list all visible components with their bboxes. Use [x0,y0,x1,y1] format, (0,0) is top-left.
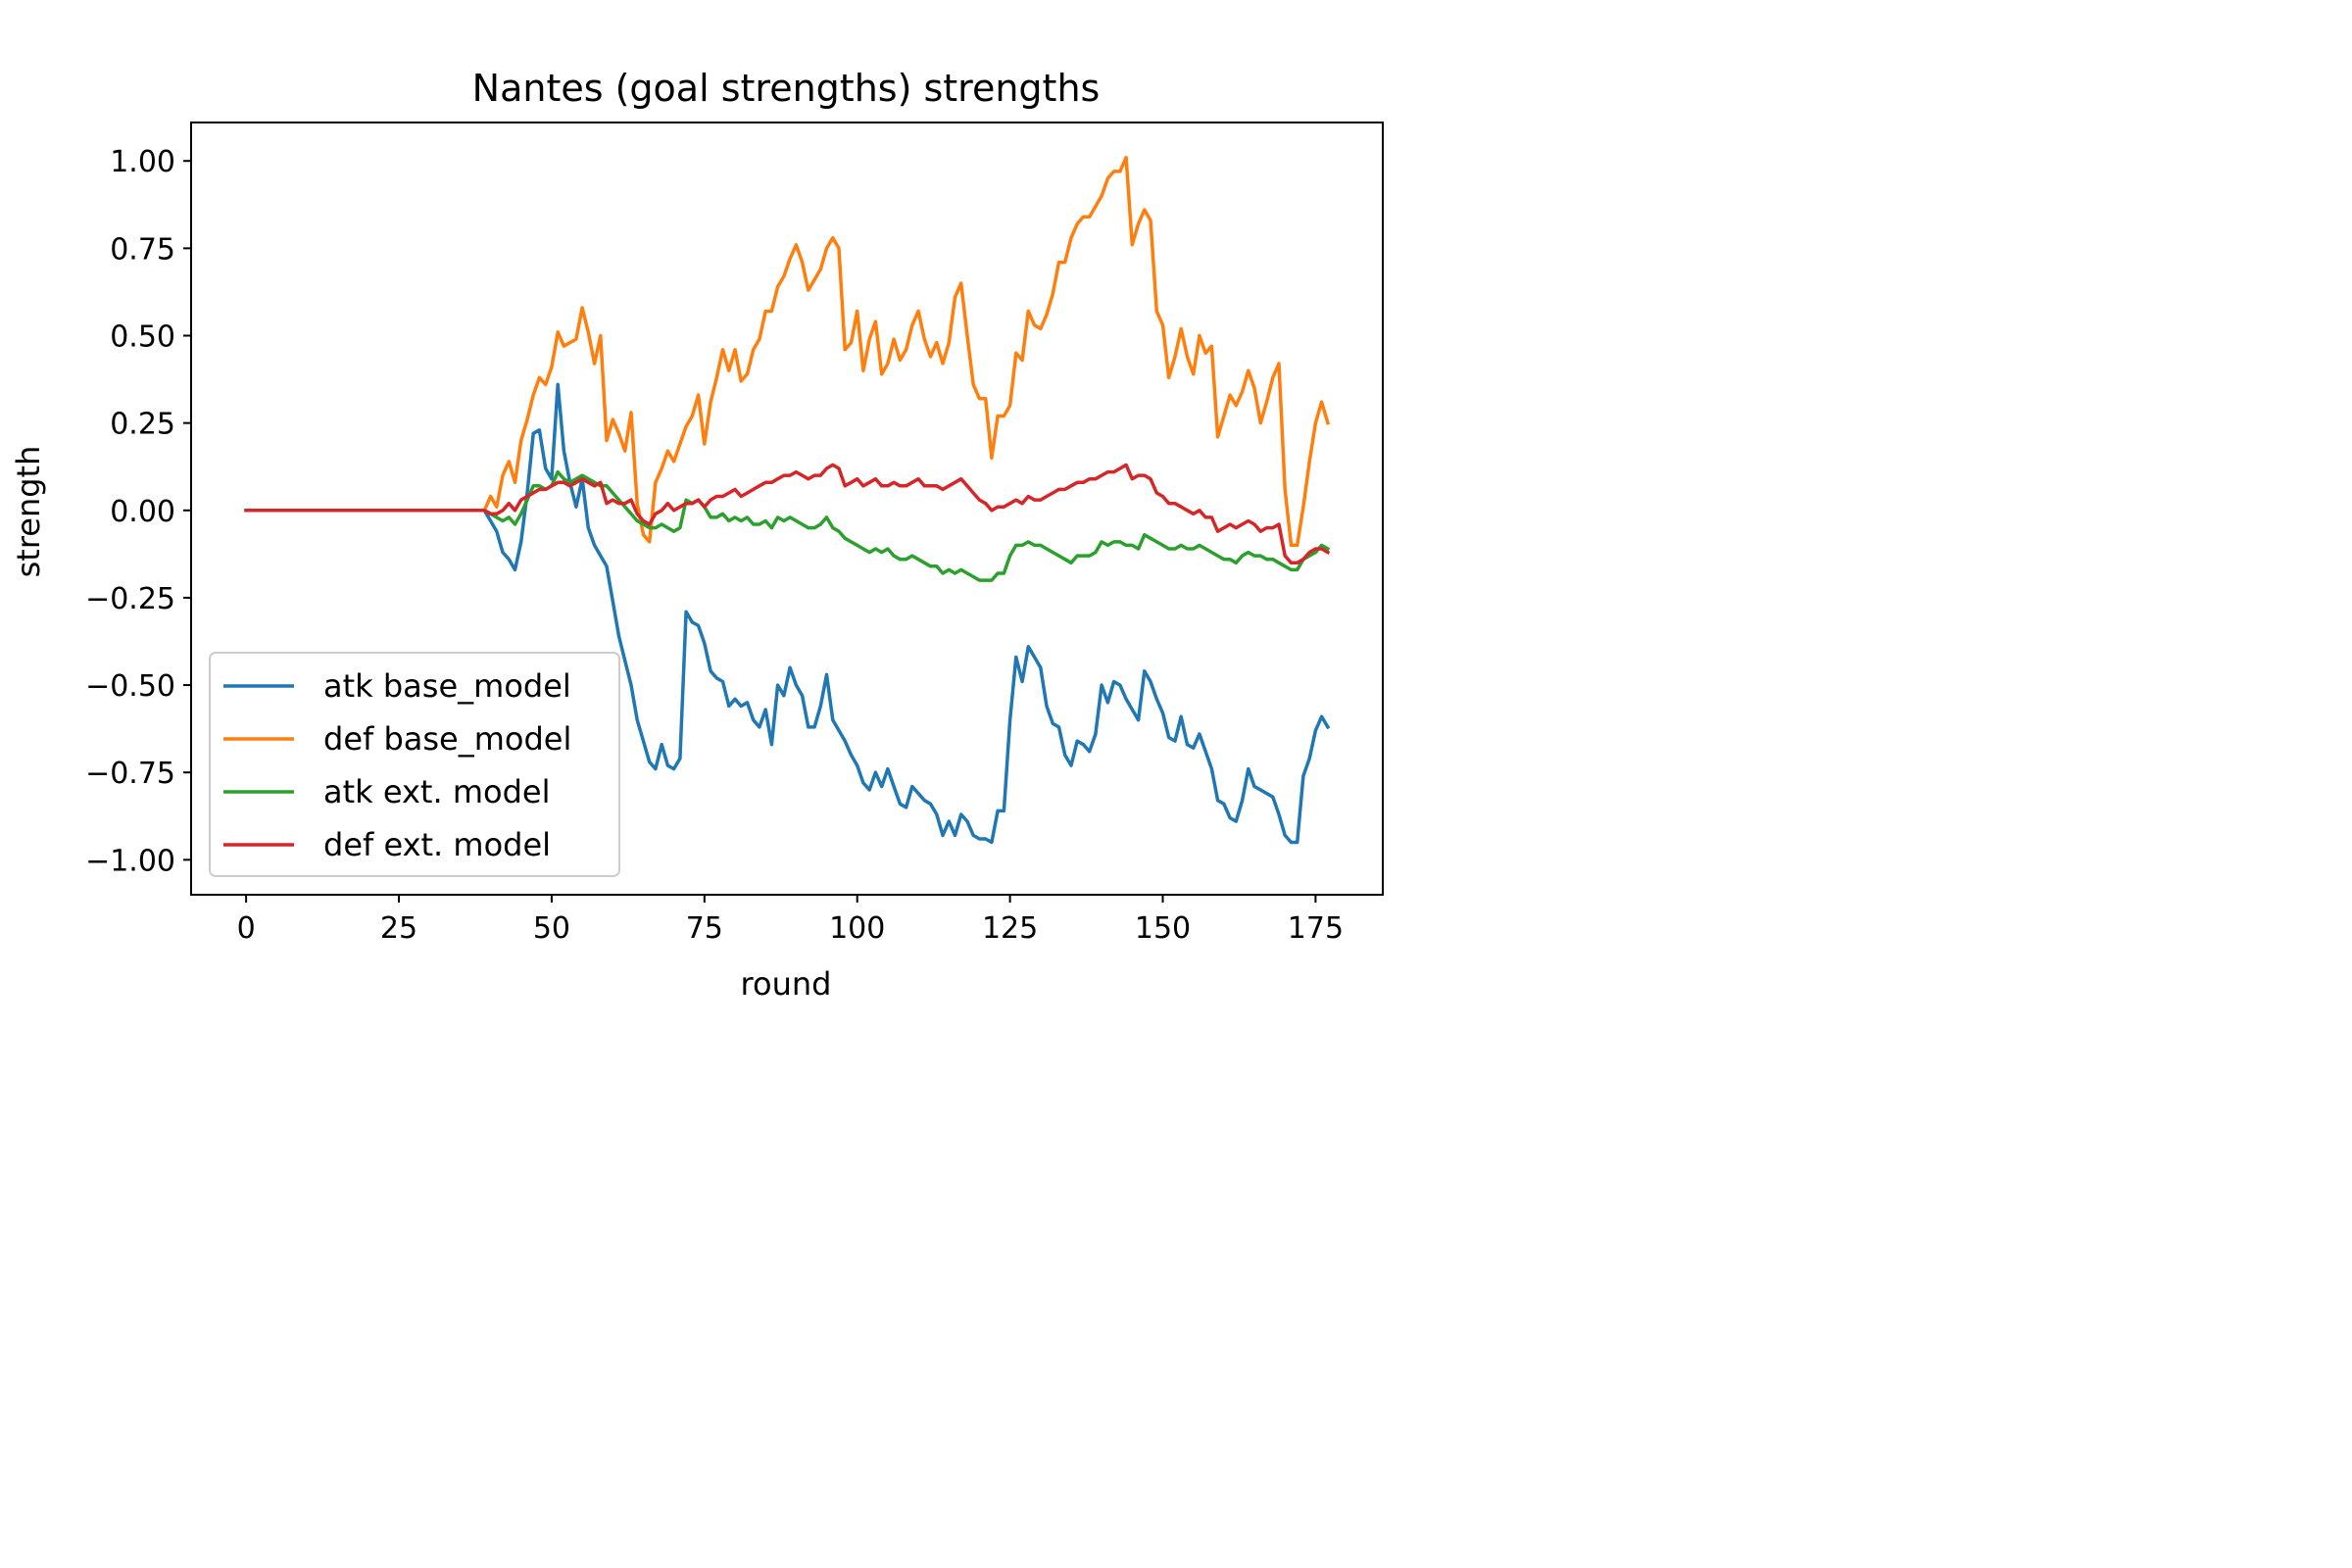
x-tick-label: 125 [982,911,1038,946]
y-axis-ticks: 1.00 0.75 0.50 0.25 0.00 −0.25 −0.50 −0.75 −1.00 [85,145,191,878]
x-axis-ticks: 0 25 50 75 100 125 150 175 [237,895,1344,946]
legend-label: def base_model [323,720,571,758]
y-tick-label: 0.25 [110,408,175,442]
series-line-def-ext-model [244,463,1331,565]
legend-label: atk base_model [323,667,571,705]
plot-frame [190,122,1384,896]
x-tick-label: 150 [1135,911,1191,946]
y-tick-label: −0.50 [85,669,175,704]
series-layer [244,155,1331,845]
series-line-atk-ext-model [244,469,1331,582]
legend-box [209,652,620,877]
x-axis-label: round [741,965,832,1003]
y-tick-label: −0.25 [85,582,175,616]
legend-label: def ext. model [323,826,551,863]
series-line-atk-base-model [244,382,1331,845]
x-tick-label: 50 [533,911,570,946]
x-tick-label: 100 [829,911,885,946]
x-tick-label: 0 [237,911,256,946]
y-tick-label: −1.00 [85,844,175,878]
y-tick-label: 1.00 [110,145,175,179]
y-axis-label: strength [10,446,47,578]
y-tick-label: 0.75 [110,232,175,267]
y-tick-label: −0.75 [85,757,175,791]
chart-title: Nantes (goal strengths) strengths [472,67,1101,110]
y-tick-label: 0.00 [110,495,175,529]
line-chart: Nantes (goal strengths) strengths 0 25 50 7… [0,0,1514,1029]
y-tick-label: 0.50 [110,320,175,355]
series-line-def-base-model [244,155,1331,548]
x-tick-label: 25 [380,911,417,946]
legend-label: atk ext. model [323,773,550,810]
x-tick-label: 75 [686,911,723,946]
x-tick-label: 175 [1288,911,1344,946]
